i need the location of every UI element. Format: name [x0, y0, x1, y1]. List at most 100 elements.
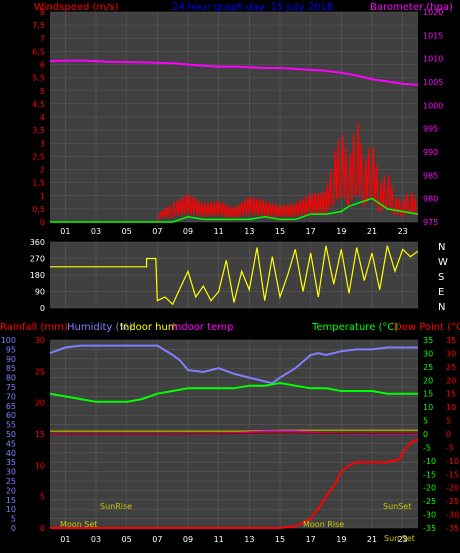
- sun-rise-label: SunRise: [100, 502, 132, 511]
- wind-tick-label: 5: [40, 87, 45, 96]
- temp-tick-label: -25: [423, 497, 436, 506]
- temp-rain-series: [49, 344, 418, 529]
- x-tick-label: 07: [152, 535, 162, 544]
- barometer-line: [49, 59, 419, 86]
- rainfall-label: Rainfall (mm): [0, 322, 68, 333]
- wind-tick-label: 4: [40, 113, 45, 122]
- baro-tick-label: 1010: [423, 55, 443, 64]
- baro-tick-label: 980: [423, 195, 438, 204]
- indoor-hum-line: [50, 429, 418, 432]
- compass-label: N: [438, 242, 445, 253]
- direction-tick-label: 0: [40, 304, 45, 313]
- temp-tick-label: 10: [423, 403, 433, 412]
- direction-line: [50, 245, 419, 306]
- temp-tick-label: 35: [423, 336, 433, 345]
- direction-grid: [50, 241, 418, 309]
- humidity-tick-label: 30: [6, 468, 16, 477]
- temp-tick-label: -10: [423, 457, 436, 466]
- x-tick-label: 03: [91, 227, 101, 236]
- x-tick-label: 15: [275, 535, 285, 544]
- temp-tick-label: 0: [423, 430, 428, 439]
- x-tick-label: 19: [336, 227, 346, 236]
- humidity-label: Humidity (%): [67, 322, 133, 333]
- humidity-line: [49, 344, 418, 385]
- temp-rain-axes: 0510152025303540455055606570758085909510…: [1, 336, 459, 544]
- humidity-tick-label: 75: [6, 383, 16, 392]
- x-tick-label: 19: [336, 535, 346, 544]
- wind-tick-label: 6: [40, 61, 45, 70]
- avg-wind-line: [50, 197, 419, 223]
- dew-tick-label: 30: [446, 349, 456, 358]
- humidity-tick-label: 5: [11, 515, 16, 524]
- humidity-tick-label: 60: [6, 411, 16, 420]
- dew-tick-label: -25: [446, 497, 459, 506]
- temp-tick-label: 15: [423, 390, 433, 399]
- dew-tick-label: -20: [446, 484, 459, 493]
- humidity-tick-label: 0: [11, 524, 16, 533]
- x-tick-label: 23: [398, 535, 408, 544]
- humidity-tick-label: 40: [6, 449, 16, 458]
- x-tick-label: 05: [122, 535, 132, 544]
- temp-tick-label: -5: [423, 443, 431, 452]
- humidity-tick-label: 50: [6, 430, 16, 439]
- baro-tick-label: 1005: [423, 78, 443, 87]
- x-tick-label: 09: [183, 227, 193, 236]
- humidity-tick-label: 55: [6, 421, 16, 430]
- humidity-tick-label: 15: [6, 496, 16, 505]
- direction-tick-label: 180: [30, 271, 45, 280]
- moon-set-label: Moon Set: [60, 520, 97, 529]
- direction-tick-label: 270: [30, 255, 45, 264]
- humidity-tick-label: 90: [6, 355, 16, 364]
- x-tick-label: 13: [244, 227, 254, 236]
- baro-tick-label: 975: [423, 218, 438, 227]
- humidity-tick-label: 85: [6, 364, 16, 373]
- wind-tick-label: 7: [40, 34, 45, 43]
- temp-tick-label: 25: [423, 363, 433, 372]
- x-tick-label: 13: [244, 535, 254, 544]
- dew-tick-label: 35: [446, 336, 456, 345]
- dew-tick-label: -35: [446, 524, 459, 533]
- dew-tick-label: -30: [446, 511, 459, 520]
- sun-set-label: SunSet: [383, 502, 411, 511]
- dew-tick-label: 15: [446, 390, 456, 399]
- humidity-tick-label: 20: [6, 486, 16, 495]
- windspeed-label: Windspeed (m/s): [34, 2, 119, 13]
- humidity-tick-label: 65: [6, 402, 16, 411]
- x-tick-label: 01: [60, 227, 70, 236]
- compass-label: N: [438, 302, 445, 313]
- baro-tick-label: 985: [423, 171, 438, 180]
- x-tick-label: 17: [306, 227, 316, 236]
- wind-baro-axes: 0 0,5 1 1,5 2 2,5 3 3,5 4 4,5 5 5,5 6 6,5 7 7,5 8 975 980 9…: [32, 8, 443, 236]
- temp-rain-grid: [50, 339, 418, 529]
- x-tick-label: 01: [60, 535, 70, 544]
- compass-label: E: [438, 287, 444, 298]
- dew-tick-label: 20: [446, 376, 456, 385]
- wind-tick-label: 0,5: [32, 205, 45, 214]
- wind-tick-label: 2,5: [32, 152, 45, 161]
- humidity-tick-label: 35: [6, 458, 16, 467]
- x-tick-label: 21: [367, 535, 377, 544]
- temp-tick-label: 30: [423, 349, 433, 358]
- dew-tick-label: -5: [446, 443, 454, 452]
- moon-rise-label: Moon Rise: [303, 520, 344, 529]
- x-tick-label: 17: [306, 535, 316, 544]
- baro-tick-label: 1020: [423, 8, 443, 17]
- direction-tick-label: 360: [30, 238, 45, 247]
- wind-tick-label: 3: [40, 139, 45, 148]
- humidity-tick-label: 95: [6, 345, 16, 354]
- humidity-tick-label: 100: [1, 336, 16, 345]
- x-tick-label: 05: [122, 227, 132, 236]
- chart-title: 24 hour graph day: 15 July 2018: [172, 2, 333, 13]
- direction-tick-label: 90: [35, 288, 45, 297]
- sun-set-overlap-label: Sun Set: [384, 534, 415, 543]
- wind-tick-label: 0: [40, 218, 45, 227]
- dew-tick-label: 0: [446, 430, 451, 439]
- rain-tick-label: 10: [35, 461, 45, 470]
- temperature-label: Temperature (°C): [311, 322, 398, 333]
- wind-baro-grid: [50, 11, 418, 223]
- wind-tick-label: 7,5: [32, 21, 45, 30]
- rain-line: [50, 439, 418, 529]
- dew-tick-label: 25: [446, 363, 456, 372]
- dew-tick-label: 10: [446, 403, 456, 412]
- temperature-line: [49, 381, 418, 403]
